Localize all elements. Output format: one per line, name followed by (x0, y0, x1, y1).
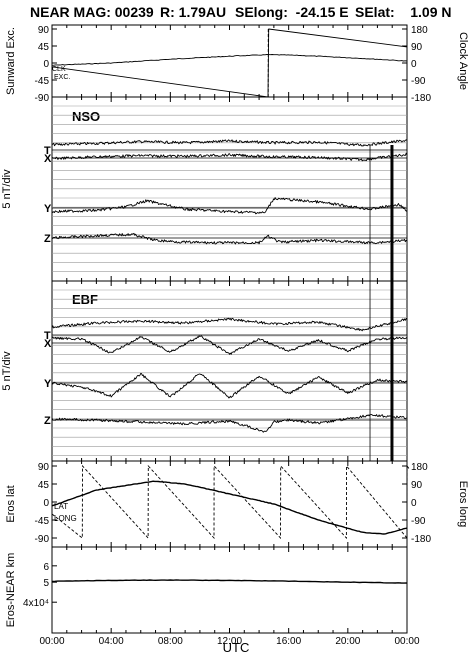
panel-clock-y2label: Clock Angle (457, 32, 469, 90)
panel-sunward-ylabel: Sunward Exc. (5, 27, 17, 95)
y-tick-label: 90 (38, 25, 50, 36)
time-tick-label: 00:00 (39, 636, 64, 647)
y-tick-label: 90 (38, 462, 50, 473)
header-title: NEAR MAG: 00239 (30, 4, 154, 20)
y2-tick-label: 180 (411, 25, 428, 36)
header-distance: R: 1.79AU (160, 4, 226, 20)
time-axis-label: UTC (223, 640, 250, 655)
y2-tick-label: 90 (411, 42, 423, 53)
y2-tick-label: -90 (411, 516, 426, 527)
panel-distance-ticks: 6 5 4x10⁴ (23, 562, 57, 609)
panel-eros-frame (51, 460, 408, 548)
y-tick-label: 4x10⁴ (23, 598, 49, 609)
y-tick-label: -45 (35, 516, 50, 527)
component-label-z: Z (44, 233, 51, 245)
panel-distance-frame (51, 546, 408, 634)
time-tick-label: 00:00 (394, 636, 419, 647)
y-tick-label: -90 (35, 93, 50, 104)
panel-eros-ylabel: Eros lat (5, 485, 17, 522)
y2-tick-label: 90 (411, 480, 423, 491)
panel-sunward-clock: Sunward Exc. Clock Angle 90 45 0 -45 -90 180 9… (5, 24, 469, 104)
series-long (51, 464, 411, 540)
y-tick-label: -90 (35, 534, 50, 545)
series-t (51, 139, 408, 147)
component-label-x: X (44, 338, 52, 350)
time-tick-label: 04:00 (99, 636, 124, 647)
series-clk (51, 28, 408, 98)
panel-ebf-traces: TX Y Z (44, 317, 408, 433)
component-label-t: T (44, 330, 51, 342)
component-label-y: Y (44, 378, 52, 390)
y2-tick-label: -180 (411, 93, 431, 104)
time-tick-label: 20:00 (335, 636, 360, 647)
series-x (51, 152, 408, 162)
time-tick-label: 08:00 (158, 636, 183, 647)
series-t (51, 317, 408, 332)
series-y (51, 197, 408, 215)
y2-tick-label: -180 (411, 534, 431, 545)
time-axis: 00:00 04:00 08:00 12:00 16:00 20:00 00:00 (39, 25, 420, 647)
y2-tick-label: -90 (411, 76, 426, 87)
series-z (51, 232, 408, 245)
y-tick-label: 5 (43, 578, 49, 589)
component-label-y: Y (44, 203, 52, 215)
y-tick-label: 0 (43, 59, 49, 70)
y-tick-label: 45 (38, 42, 50, 53)
panel-nso-label: NSO (72, 109, 100, 124)
series-exc (51, 54, 408, 66)
series-x (51, 335, 408, 355)
time-tick-label: 12:00 (217, 636, 242, 647)
annotation-exc: EXC. (54, 74, 70, 81)
series-distance (51, 579, 408, 584)
annotation-lat: LAT (54, 502, 68, 511)
y-tick-label: -45 (35, 76, 50, 87)
header-selong: SElong: -24.15 E (235, 4, 349, 20)
panel-distance-ylabel: Eros-NEAR km (5, 553, 17, 628)
component-label-t: T (44, 145, 51, 157)
y2-tick-label: 180 (411, 462, 428, 473)
panel-ebf-grid (52, 289, 407, 456)
series-lat (51, 480, 408, 535)
event-markers (369, 145, 394, 461)
panel-nso-grid (52, 105, 407, 282)
panel-distance-traces (51, 579, 408, 584)
y-tick-label: 45 (38, 480, 50, 491)
panel-eros-y2label: Eros long (457, 481, 469, 527)
panel-eros-position: Eros lat Eros long 90 45 0 -45 -90 180 90 0 -90 -… (5, 460, 469, 548)
header-selat: SElat: 1.09 N (355, 4, 451, 20)
panel-nso-traces: TX Y Z (44, 139, 408, 245)
component-label-z: Z (44, 415, 51, 427)
y-tick-label: 6 (43, 562, 49, 573)
panel-sunward-frame (51, 24, 408, 98)
panel-ebf-ylabel: 5 nT/div (1, 351, 13, 391)
time-tick-label: 16:00 (276, 636, 301, 647)
panel-ebf-frame (51, 280, 408, 462)
panel-nso-ylabel: 5 nT/div (1, 169, 13, 209)
component-label-x: X (44, 153, 52, 165)
panel-eros-traces (51, 464, 411, 540)
panel-sunward-traces (51, 28, 408, 98)
y2-tick-label: 0 (411, 498, 417, 509)
y-tick-label: 0 (43, 498, 49, 509)
annotation-clk: CLK (52, 66, 66, 73)
series-y (51, 372, 408, 399)
series-z (51, 414, 408, 433)
panel-nso: NSO 5 nT/div TX Y Z (1, 96, 408, 282)
y2-tick-label: 0 (411, 59, 417, 70)
annotation-long: LONG (54, 514, 77, 523)
panel-eros-ticks: 90 45 0 -45 -90 180 90 0 -90 -180 (35, 462, 432, 545)
panel-eros-near-distance: Eros-NEAR km 6 5 4x10⁴ (5, 546, 408, 634)
